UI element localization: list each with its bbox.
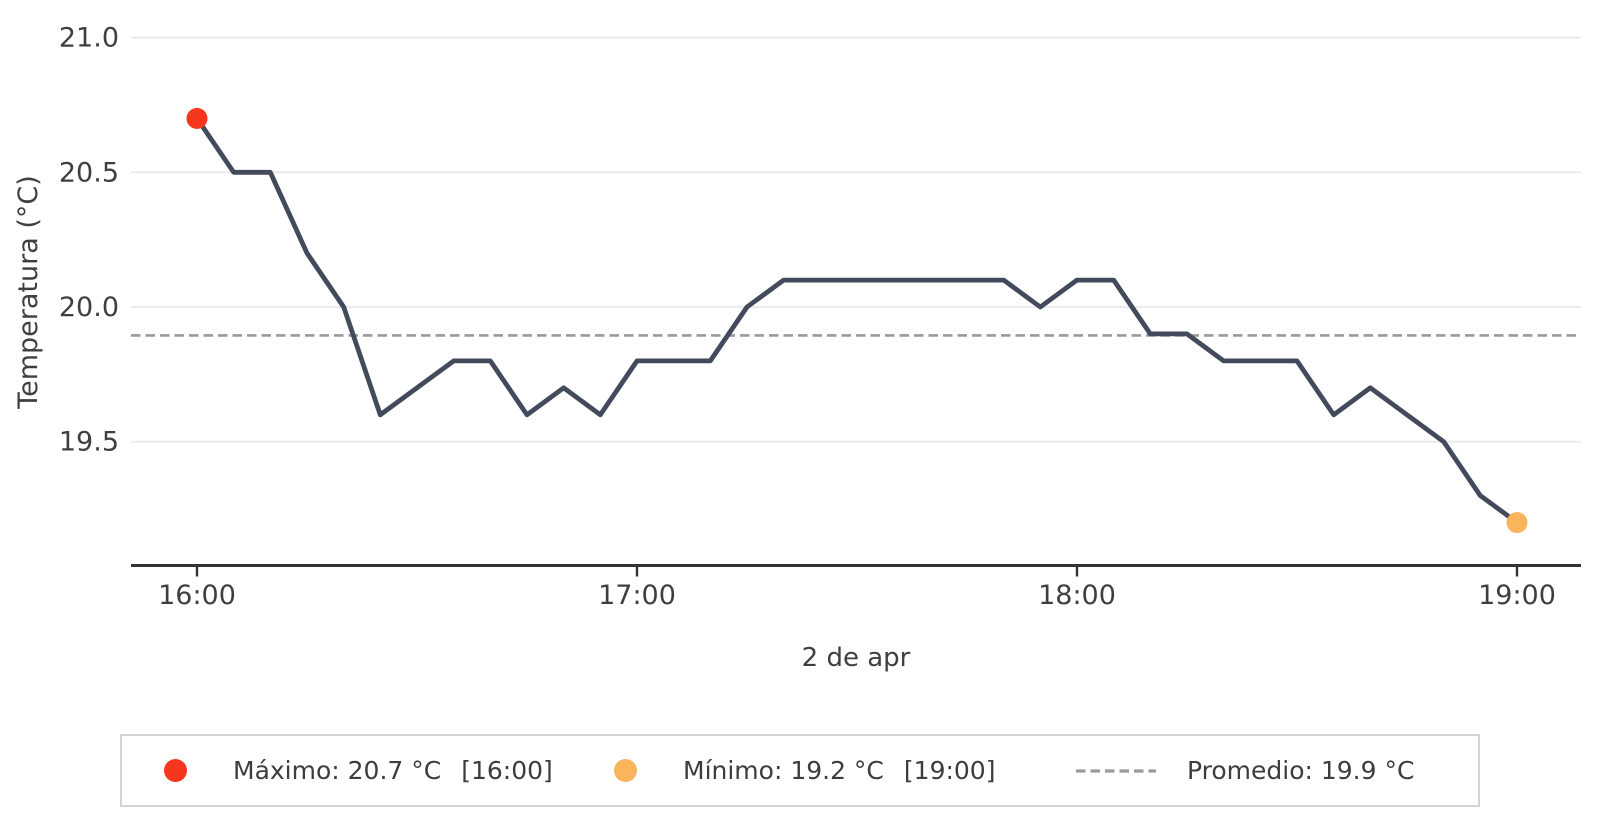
legend-average-label: Promedio: 19.9 °C [1187,756,1415,785]
y-tick-label: 20.0 [59,292,119,323]
average-dash-marker [1076,768,1156,773]
max-dot-marker [164,759,187,782]
temperature-line [194,116,1520,525]
chart-canvas: 16:00 17:00 18:00 19:00 19.5 20.0 20.5 21.0 2 de… [13,23,1581,673]
legend-item-max: Máximo: 20.7 °C [16:00] [164,736,553,805]
legend-item-min: Mínimo: 19.2 °C [19:00] [614,736,995,805]
x-tick-label: 16:00 [158,580,236,611]
y-tick-label: 21.0 [59,23,119,54]
y-tick-label: 19.5 [59,427,119,458]
legend-min-time: [19:00] [903,756,996,785]
x-axis-title: 2 de apr [802,643,911,673]
x-tick-label: 19:00 [1478,580,1556,611]
legend-min-label: Mínimo: 19.2 °C [683,756,884,785]
y-axis-title: Temperatura (°C) [13,175,44,410]
max-point-dot [186,107,208,129]
min-dot-marker [614,759,637,782]
y-tick-label: 20.5 [59,157,119,188]
x-tick-label: 18:00 [1038,580,1116,611]
min-point-dot [1506,512,1528,534]
x-tick-label: 17:00 [598,580,676,611]
legend-item-average: Promedio: 19.9 °C [1075,736,1414,805]
legend: Máximo: 20.7 °C [16:00] Mínimo: 19.2 °C … [120,734,1480,807]
legend-max-time: [16:00] [461,756,553,785]
legend-max-label: Máximo: 20.7 °C [233,756,442,785]
temperature-chart: 16:00 17:00 18:00 19:00 19.5 20.0 20.5 21.0 2 de… [13,23,1581,673]
